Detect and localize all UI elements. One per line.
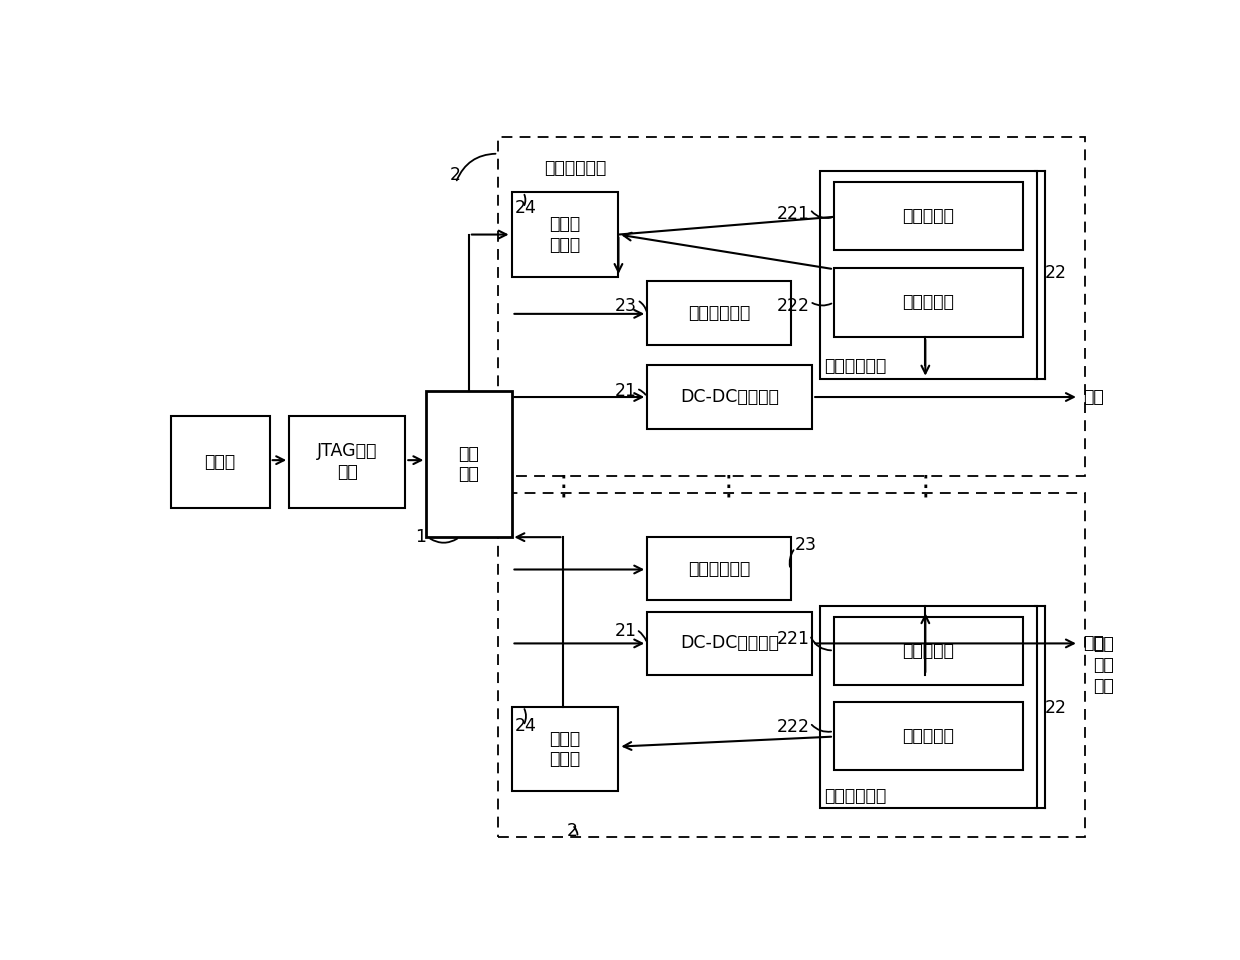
Text: DC-DC转换模块: DC-DC转换模块 <box>681 389 779 406</box>
Text: 222: 222 <box>777 298 810 315</box>
Bar <box>647 538 791 600</box>
Text: 21: 21 <box>614 382 636 400</box>
Text: 24: 24 <box>515 717 537 734</box>
Text: ⋮: ⋮ <box>549 472 578 500</box>
Text: 功率输出单元: 功率输出单元 <box>544 159 606 177</box>
Text: 模数转
换模块: 模数转 换模块 <box>549 730 580 768</box>
Text: 电流传感器: 电流传感器 <box>903 294 955 311</box>
Bar <box>171 416 270 508</box>
Text: 23: 23 <box>795 536 817 554</box>
Text: 2: 2 <box>450 166 461 184</box>
Text: 计算机: 计算机 <box>205 453 236 470</box>
Bar <box>820 171 1037 378</box>
Text: 信息采集模块: 信息采集模块 <box>823 787 887 805</box>
Text: 故障模式模块: 故障模式模块 <box>688 303 750 322</box>
Bar <box>647 280 791 345</box>
Text: 负载: 负载 <box>1083 635 1104 653</box>
Bar <box>511 707 619 791</box>
Bar <box>511 192 619 276</box>
Bar <box>427 391 511 538</box>
Text: 22: 22 <box>1044 264 1066 282</box>
Bar <box>647 612 812 675</box>
Text: 控制
单元: 控制 单元 <box>459 444 479 484</box>
Text: 2: 2 <box>567 823 578 840</box>
Text: 电压传感器: 电压传感器 <box>903 207 955 225</box>
Text: ⋮: ⋮ <box>714 472 743 500</box>
Text: 21: 21 <box>614 622 636 640</box>
Text: 模数转
换模块: 模数转 换模块 <box>549 215 580 254</box>
Bar <box>498 492 1085 837</box>
Text: 22: 22 <box>1044 699 1066 717</box>
Text: 221: 221 <box>777 630 810 648</box>
Text: 23: 23 <box>615 298 637 315</box>
Bar <box>833 617 1023 685</box>
Text: 24: 24 <box>515 199 537 217</box>
Bar <box>289 416 405 508</box>
Text: 电流传感器: 电流传感器 <box>903 727 955 745</box>
Bar <box>833 182 1023 250</box>
Text: JTAG通信
接口: JTAG通信 接口 <box>317 443 377 481</box>
Text: 信息采集模块: 信息采集模块 <box>823 357 887 375</box>
Text: 电压传感器: 电压传感器 <box>903 642 955 660</box>
Bar <box>647 366 812 429</box>
Text: 故障模式模块: 故障模式模块 <box>688 560 750 578</box>
Text: 222: 222 <box>777 718 810 736</box>
Text: ⋮: ⋮ <box>911 472 939 500</box>
Text: 功率
输出
单元: 功率 输出 单元 <box>1092 636 1114 695</box>
Text: DC-DC转换模块: DC-DC转换模块 <box>681 635 779 653</box>
Text: 负载: 负载 <box>1083 388 1104 406</box>
Bar <box>833 268 1023 337</box>
Bar <box>820 607 1037 808</box>
Bar <box>498 136 1085 475</box>
Text: 221: 221 <box>777 204 810 223</box>
Text: 1: 1 <box>415 528 427 546</box>
Bar <box>833 702 1023 770</box>
